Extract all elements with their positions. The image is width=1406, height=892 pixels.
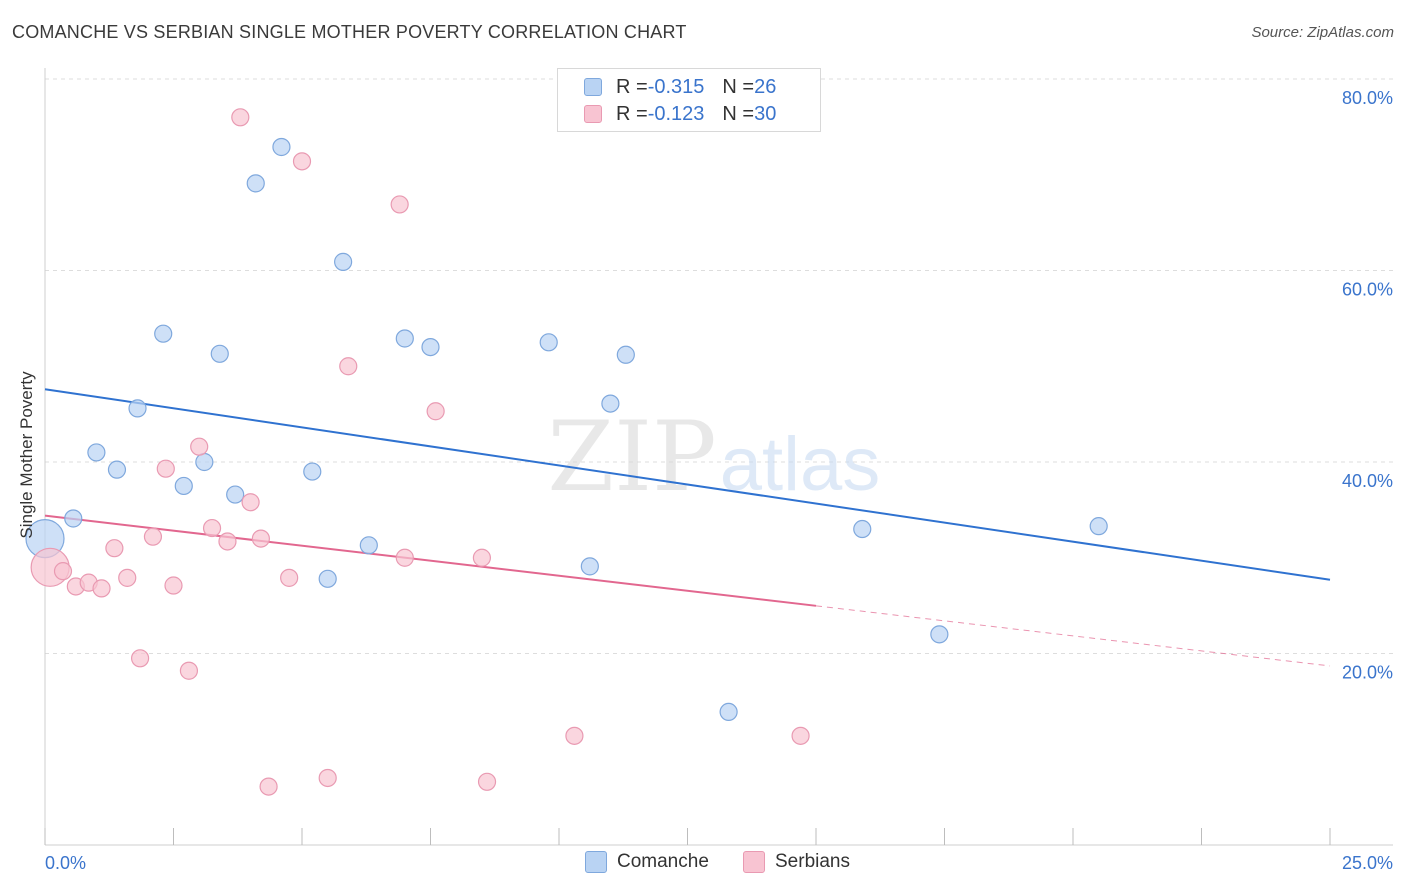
serbians-point <box>241 493 260 512</box>
y-tick-label: 80.0% <box>1342 88 1393 108</box>
trend-layer <box>44 388 1331 667</box>
comanche-point <box>719 702 738 722</box>
comanche-point <box>539 333 558 352</box>
serbians-trend-extension <box>815 605 1331 667</box>
serbians-point <box>339 357 358 376</box>
comanche-point <box>359 536 378 555</box>
legend-row-comanche: R = -0.315 N = 26 <box>584 75 776 99</box>
comanche-point <box>246 174 265 193</box>
comanche-point <box>174 476 193 496</box>
comanche-point <box>1089 517 1108 536</box>
serbians-point <box>477 772 497 791</box>
serbians-point <box>53 562 73 581</box>
serbians-swatch <box>584 105 602 123</box>
serbians-point <box>164 576 183 595</box>
comanche-point <box>195 452 214 472</box>
r-label: R = <box>616 102 648 125</box>
serbians-point <box>190 437 209 456</box>
comanche-point <box>210 344 229 363</box>
serbians-point <box>251 529 270 548</box>
r-value: -0.123 <box>647 102 705 125</box>
legend-item-serbians: Serbians <box>743 851 850 873</box>
comanche-point <box>318 569 337 588</box>
serbians-point <box>565 726 584 745</box>
legend-label: Comanche <box>617 851 709 872</box>
serbians-point <box>143 527 163 546</box>
y-tick-label: 40.0% <box>1342 471 1393 491</box>
serbians-point <box>218 532 237 551</box>
n-label: N = <box>722 102 755 125</box>
n-value: 26 <box>754 75 777 98</box>
comanche-point <box>87 443 106 462</box>
x-tick-label: 0.0% <box>45 853 86 873</box>
serbians-point <box>280 568 299 587</box>
serbians-point <box>179 661 199 680</box>
y-tick-label: 20.0% <box>1342 663 1393 683</box>
serbians-point <box>292 152 312 171</box>
comanche-point <box>930 625 949 644</box>
comanche-point <box>128 399 147 418</box>
series-legend: Comanche Serbians <box>0 851 1406 877</box>
n-value: 30 <box>754 102 777 125</box>
comanche-point <box>64 509 83 528</box>
watermark-atlas: atlas <box>720 422 881 507</box>
comanche-point <box>272 137 291 157</box>
comanche-point <box>226 485 245 504</box>
comanche-point <box>601 394 620 413</box>
comanche-swatch <box>585 851 607 873</box>
watermark: ZIP atlas <box>547 401 880 513</box>
comanche-point <box>853 519 872 539</box>
serbians-point <box>156 459 175 478</box>
y-axis-title: Single Mother Poverty <box>17 371 36 539</box>
n-label: N = <box>722 75 755 98</box>
serbians-point <box>318 768 337 788</box>
legend-row-serbians: R = -0.123 N = 30 <box>584 102 776 126</box>
tick-label-layer: 20.0% 40.0% 60.0% 80.0% 0.0% 25.0% <box>45 88 1393 873</box>
axis-layer <box>44 68 1393 846</box>
points-layer <box>25 108 1108 796</box>
serbians-trend-line <box>44 514 817 607</box>
comanche-point <box>421 338 440 357</box>
serbians-point <box>426 402 445 421</box>
comanche-point <box>303 462 322 481</box>
watermark-zip: ZIP <box>547 401 716 513</box>
y-tick-label: 60.0% <box>1342 280 1393 300</box>
serbians-point <box>118 568 137 587</box>
r-value: -0.315 <box>647 75 705 98</box>
comanche-trend-line <box>44 388 1331 581</box>
r-label: R = <box>616 75 648 98</box>
chart-title: COMANCHE VS SERBIAN SINGLE MOTHER POVERT… <box>12 22 687 42</box>
serbians-point <box>202 518 222 538</box>
comanche-point <box>154 324 173 343</box>
comanche-point <box>616 345 635 364</box>
serbians-point <box>231 108 250 127</box>
serbians-point <box>130 649 150 668</box>
serbians-point <box>472 548 491 567</box>
comanche-point <box>107 460 127 479</box>
comanche-point <box>395 329 414 348</box>
comanche-swatch <box>584 78 602 96</box>
serbians-point <box>259 777 278 796</box>
serbians-point <box>105 539 124 558</box>
legend-label: Serbians <box>775 851 850 872</box>
serbians-point <box>390 195 409 214</box>
x-tick-label: 25.0% <box>1342 853 1393 873</box>
serbians-point <box>395 548 414 567</box>
correlation-legend: R = -0.315 N = 26 R = -0.123 N = 30 <box>557 68 821 132</box>
serbians-point <box>92 579 111 598</box>
comanche-point <box>334 252 353 271</box>
grid-layer <box>45 78 1393 654</box>
source-credit: Source: ZipAtlas.com <box>1251 24 1394 41</box>
comanche-point <box>580 557 599 576</box>
legend-item-comanche: Comanche <box>585 851 709 873</box>
serbians-point <box>791 726 810 745</box>
serbians-swatch <box>743 851 765 873</box>
